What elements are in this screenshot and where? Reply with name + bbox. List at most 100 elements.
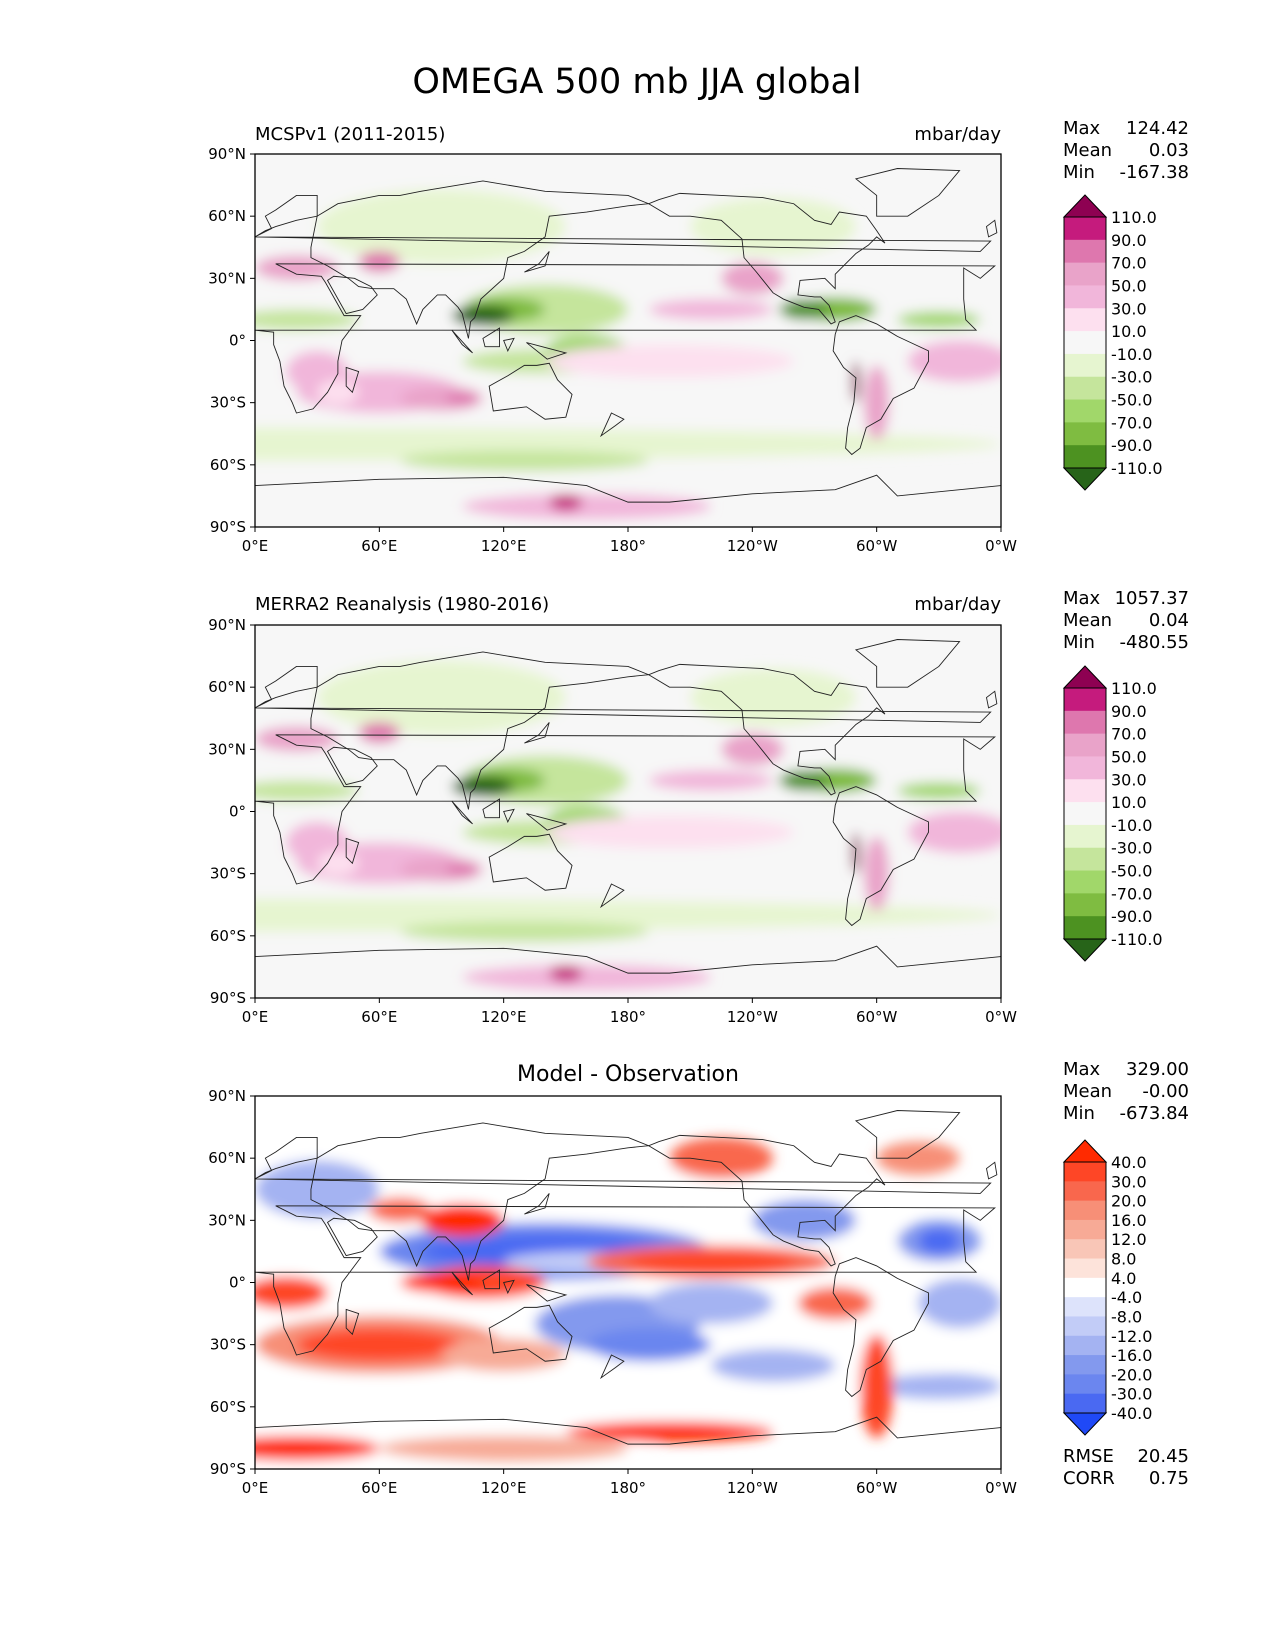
y-tick-label: 0° xyxy=(229,332,246,350)
field-region xyxy=(317,850,359,876)
field-region xyxy=(317,189,566,264)
colorbar-label: -90.0 xyxy=(1111,436,1152,455)
coastline xyxy=(451,1271,473,1296)
colorbar-extend-max xyxy=(1062,194,1108,218)
colorbar-extend-min xyxy=(1062,938,1108,962)
x-tick-label: 120°W xyxy=(727,1479,778,1497)
colorbar-label: 30.0 xyxy=(1111,299,1147,318)
y-tick-label: 60°N xyxy=(208,1149,246,1167)
colorbar-label: -10.0 xyxy=(1111,345,1152,364)
field-region xyxy=(441,1338,566,1372)
coastline xyxy=(647,192,886,325)
colorbar-label: 40.0 xyxy=(1111,1153,1147,1172)
min-value: -167.38 xyxy=(1120,162,1189,183)
coastlines xyxy=(255,1110,1001,1469)
field-region xyxy=(907,811,1001,853)
y-tick-label: 90°N xyxy=(208,1087,246,1105)
coastline xyxy=(599,412,625,438)
field-region xyxy=(255,898,1001,932)
colorbar-label: -90.0 xyxy=(1111,907,1152,926)
coastline xyxy=(255,474,1001,527)
y-tick-label: 30°S xyxy=(210,1336,246,1354)
figure-title: OMEGA 500 mb JJA global xyxy=(412,62,861,102)
field-region xyxy=(860,1334,894,1438)
coastline xyxy=(524,251,550,273)
y-tick-label: 30°N xyxy=(208,269,246,287)
colorbar-label: 110.0 xyxy=(1111,208,1157,227)
coastline xyxy=(488,362,573,420)
field-region xyxy=(445,863,479,876)
field-region xyxy=(549,493,583,511)
coastline xyxy=(345,366,360,394)
coastline xyxy=(503,808,515,823)
coastline xyxy=(985,690,998,709)
coastline xyxy=(832,1257,929,1398)
field-region xyxy=(462,964,711,990)
colorbar-frame xyxy=(1063,216,1107,469)
colorbar-swatch xyxy=(1064,779,1106,803)
colorbar-swatch xyxy=(1064,916,1106,940)
max-value: 124.42 xyxy=(1126,118,1189,139)
field-region xyxy=(876,1373,1001,1399)
colorbar-label: -4.0 xyxy=(1111,1288,1142,1307)
coastline xyxy=(326,746,378,786)
field-region xyxy=(779,299,830,320)
colorbar-label: 12.0 xyxy=(1111,1230,1147,1249)
x-tick-label: 60°E xyxy=(361,1008,397,1026)
colorbar-swatch xyxy=(1064,1258,1106,1279)
colorbar-label: -10.0 xyxy=(1111,816,1152,835)
field-region xyxy=(451,305,515,326)
colorbar-swatch xyxy=(1064,353,1106,378)
y-tick-label: 60°S xyxy=(210,927,246,945)
colorbar-swatch xyxy=(1064,1277,1106,1298)
colorbar-label: -50.0 xyxy=(1111,862,1152,881)
coastline xyxy=(854,639,961,688)
field-region xyxy=(296,1328,463,1362)
field-region xyxy=(255,427,1001,461)
colorbar-extend-min xyxy=(1062,467,1108,491)
colorbar-swatch xyxy=(1064,399,1106,423)
y-tick-label: 30°N xyxy=(208,1211,246,1229)
colorbar-label: 70.0 xyxy=(1111,254,1147,273)
field-region xyxy=(255,1435,380,1461)
colorbar: 40.030.020.016.012.08.04.0-4.0-8.0-12.0-… xyxy=(1062,1139,1152,1436)
panel-units: mbar/day xyxy=(914,594,1001,615)
coastline xyxy=(326,275,378,315)
y-tick-label: 60°S xyxy=(210,1398,246,1416)
x-tick-label: 0°W xyxy=(985,1479,1017,1497)
coastline xyxy=(451,329,473,354)
colorbar-swatch xyxy=(1064,1297,1106,1317)
colorbar-swatch xyxy=(1064,733,1106,757)
y-tick-label: 90°N xyxy=(208,616,246,634)
field-region xyxy=(876,1141,960,1175)
panel-model: MCSPv1 (2011-2015) mbar/day 0°E 60°E 120°E… xyxy=(208,118,1189,555)
y-tick-label: 90°S xyxy=(210,989,246,1007)
stats-box: Max 329.00 Mean -0.00 Min -673.84 xyxy=(1063,1059,1189,1124)
field-region xyxy=(864,365,890,440)
colorbar-label: -50.0 xyxy=(1111,391,1152,410)
mean-value: -0.00 xyxy=(1142,1081,1189,1102)
colorbar-label: -30.0 xyxy=(1111,368,1152,387)
colorbar-swatch xyxy=(1064,1219,1106,1240)
field-contours xyxy=(255,625,1001,998)
colorbar-swatch xyxy=(1064,1335,1106,1356)
field-region xyxy=(897,782,981,800)
corr-label: CORR xyxy=(1063,1468,1115,1489)
colorbar-label: 20.0 xyxy=(1111,1192,1147,1211)
mean-value: 0.03 xyxy=(1149,140,1189,161)
panel-title-left: MCSPv1 (2011-2015) xyxy=(255,124,445,145)
field-layer xyxy=(255,154,1001,527)
colorbar-swatch xyxy=(1064,1316,1106,1337)
coastline xyxy=(451,800,473,825)
coastline xyxy=(832,786,929,927)
colorbar-label: 50.0 xyxy=(1111,747,1147,766)
mean-label: Mean xyxy=(1063,1081,1112,1102)
field-region xyxy=(628,1251,794,1273)
x-tick-label: 60°W xyxy=(856,537,898,555)
coastline xyxy=(599,883,625,909)
coastline xyxy=(647,663,886,796)
colorbar-swatch xyxy=(1064,710,1106,735)
colorbar-label: 30.0 xyxy=(1111,1172,1147,1191)
x-tick-label: 60°W xyxy=(856,1008,898,1026)
y-tick-label: 60°N xyxy=(208,678,246,696)
